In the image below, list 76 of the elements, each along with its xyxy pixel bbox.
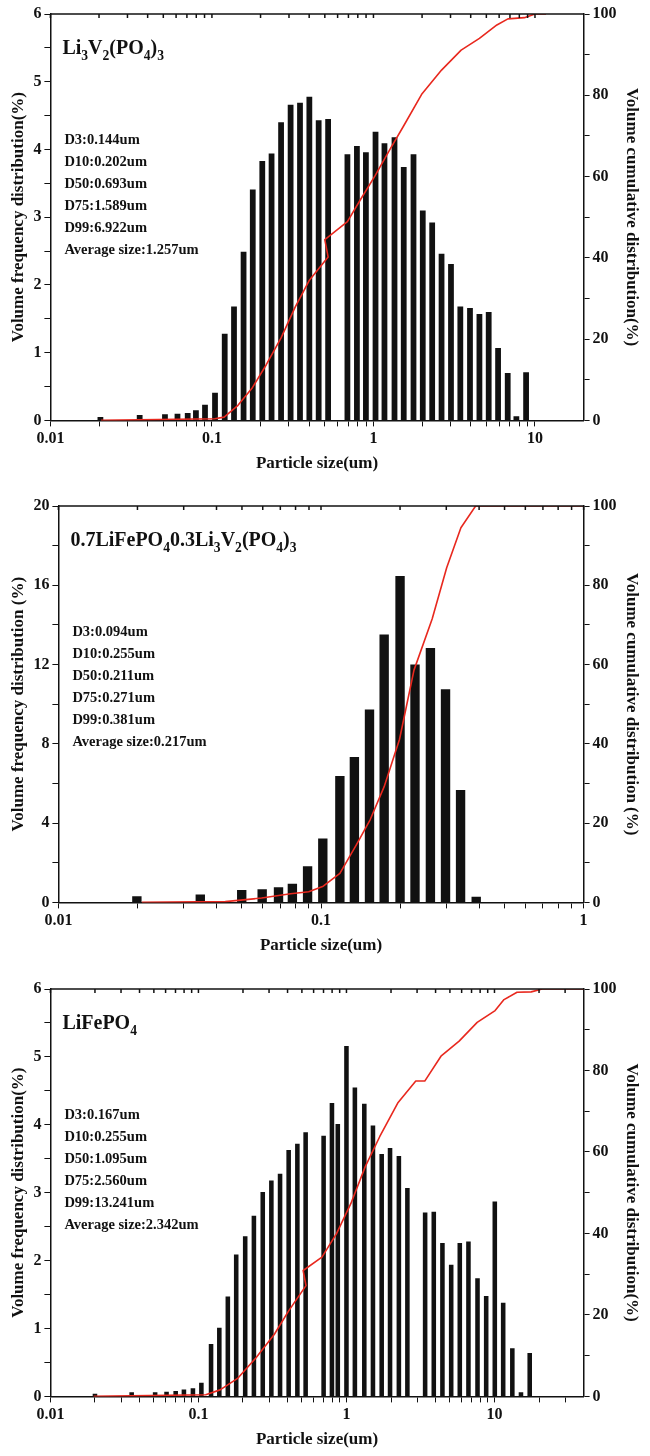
y-tick-label: 4 — [33, 1114, 42, 1132]
y2-tick-label: 80 — [592, 85, 609, 103]
y-tick-label: 4 — [33, 139, 42, 157]
y2-axis-title: Volume cumulative distribution(%) — [623, 88, 643, 347]
y-tick-label: 16 — [33, 575, 50, 593]
x-tick-label: 0.1 — [311, 911, 331, 929]
x-axis-title: Particle size(um) — [259, 935, 383, 955]
x-axis-title: Particle size(um) — [255, 453, 379, 473]
y-axis-title: Volume frequency distribution (%) — [7, 576, 27, 832]
y-tick-label: 6 — [33, 4, 42, 22]
x-tick-label: 0.1 — [188, 1405, 209, 1423]
y-axis-title: Volume frequency distribution(%) — [7, 92, 27, 343]
y-tick-label: 8 — [41, 733, 50, 751]
y2-tick-label: 40 — [592, 247, 609, 265]
y2-tick-label: 100 — [592, 4, 617, 22]
y2-tick-label: 20 — [592, 329, 609, 347]
annotation: Average size:1.257um — [64, 241, 199, 257]
annotation: D50:1.095um — [64, 1150, 147, 1166]
y2-tick-label: 0 — [592, 410, 601, 428]
y2-tick-label: 0 — [592, 892, 601, 910]
annotation: D3:0.094um — [72, 623, 148, 639]
y2-tick-label: 20 — [592, 813, 609, 831]
annotation: D10:0.255um — [72, 645, 155, 661]
y2-axis-title: Volume cumulative distribution (%) — [623, 572, 643, 836]
x-tick-label: 0.01 — [44, 911, 73, 929]
annotation: D75:0.271um — [72, 689, 155, 705]
y-tick-label: 5 — [33, 71, 42, 89]
y2-tick-label: 100 — [592, 496, 617, 514]
annotation: Average size:0.217um — [72, 733, 207, 749]
y-tick-label: 3 — [33, 1182, 42, 1200]
x-tick-label: 0.01 — [36, 429, 65, 447]
y2-tick-label: 100 — [592, 979, 617, 997]
y2-tick-label: 40 — [592, 733, 609, 751]
y-tick-label: 2 — [33, 275, 42, 293]
y-tick-label: 12 — [33, 654, 50, 672]
annotation: D99:13.241um — [64, 1194, 155, 1210]
annotation: D10:0.202um — [64, 153, 147, 169]
annotation: D75:1.589um — [64, 197, 147, 213]
x-axis-title: Particle size(um) — [255, 1429, 379, 1449]
annotation: Average size:2.342um — [64, 1216, 199, 1232]
y2-axis-title: Volume cumulative distribution(%) — [623, 1063, 643, 1322]
x-tick-label: 10 — [486, 1405, 503, 1423]
y-axis-title: Volume frequency distribution(%) — [7, 1067, 27, 1318]
annotation: D99:0.381um — [72, 711, 155, 727]
x-tick-label: 0.1 — [201, 429, 222, 447]
y-tick-label: 6 — [33, 979, 42, 997]
y-tick-label: 20 — [33, 496, 50, 514]
annotation: D10:0.255um — [64, 1128, 147, 1144]
y2-tick-label: 60 — [592, 1142, 609, 1160]
y-tick-label: 5 — [33, 1047, 42, 1065]
y2-tick-label: 80 — [592, 575, 609, 593]
y2-tick-label: 0 — [592, 1386, 601, 1404]
y-tick-label: 2 — [33, 1250, 42, 1268]
y-tick-label: 1 — [33, 342, 42, 360]
y2-tick-label: 80 — [592, 1060, 609, 1078]
x-tick-label: 1 — [579, 911, 588, 929]
x-tick-label: 10 — [526, 429, 543, 447]
annotation: D50:0.693um — [64, 175, 147, 191]
y2-tick-label: 40 — [592, 1223, 609, 1241]
annotation: D99:6.922um — [64, 219, 147, 235]
y-tick-label: 1 — [33, 1318, 42, 1336]
y2-tick-label: 60 — [592, 166, 609, 184]
y-tick-label: 3 — [33, 207, 42, 225]
annotation: D75:2.560um — [64, 1172, 147, 1188]
y2-tick-label: 60 — [592, 654, 609, 672]
y-tick-label: 0 — [41, 892, 50, 910]
x-tick-label: 0.01 — [36, 1405, 65, 1423]
annotation: D3:0.167um — [64, 1106, 140, 1122]
y-tick-label: 4 — [41, 813, 50, 831]
y-tick-label: 0 — [33, 1386, 42, 1404]
y2-tick-label: 20 — [592, 1305, 609, 1323]
annotation: D50:0.211um — [72, 667, 155, 683]
x-tick-label: 1 — [342, 1405, 351, 1423]
x-tick-label: 1 — [369, 429, 378, 447]
annotation: D3:0.144um — [64, 131, 140, 147]
y-tick-label: 0 — [33, 410, 42, 428]
